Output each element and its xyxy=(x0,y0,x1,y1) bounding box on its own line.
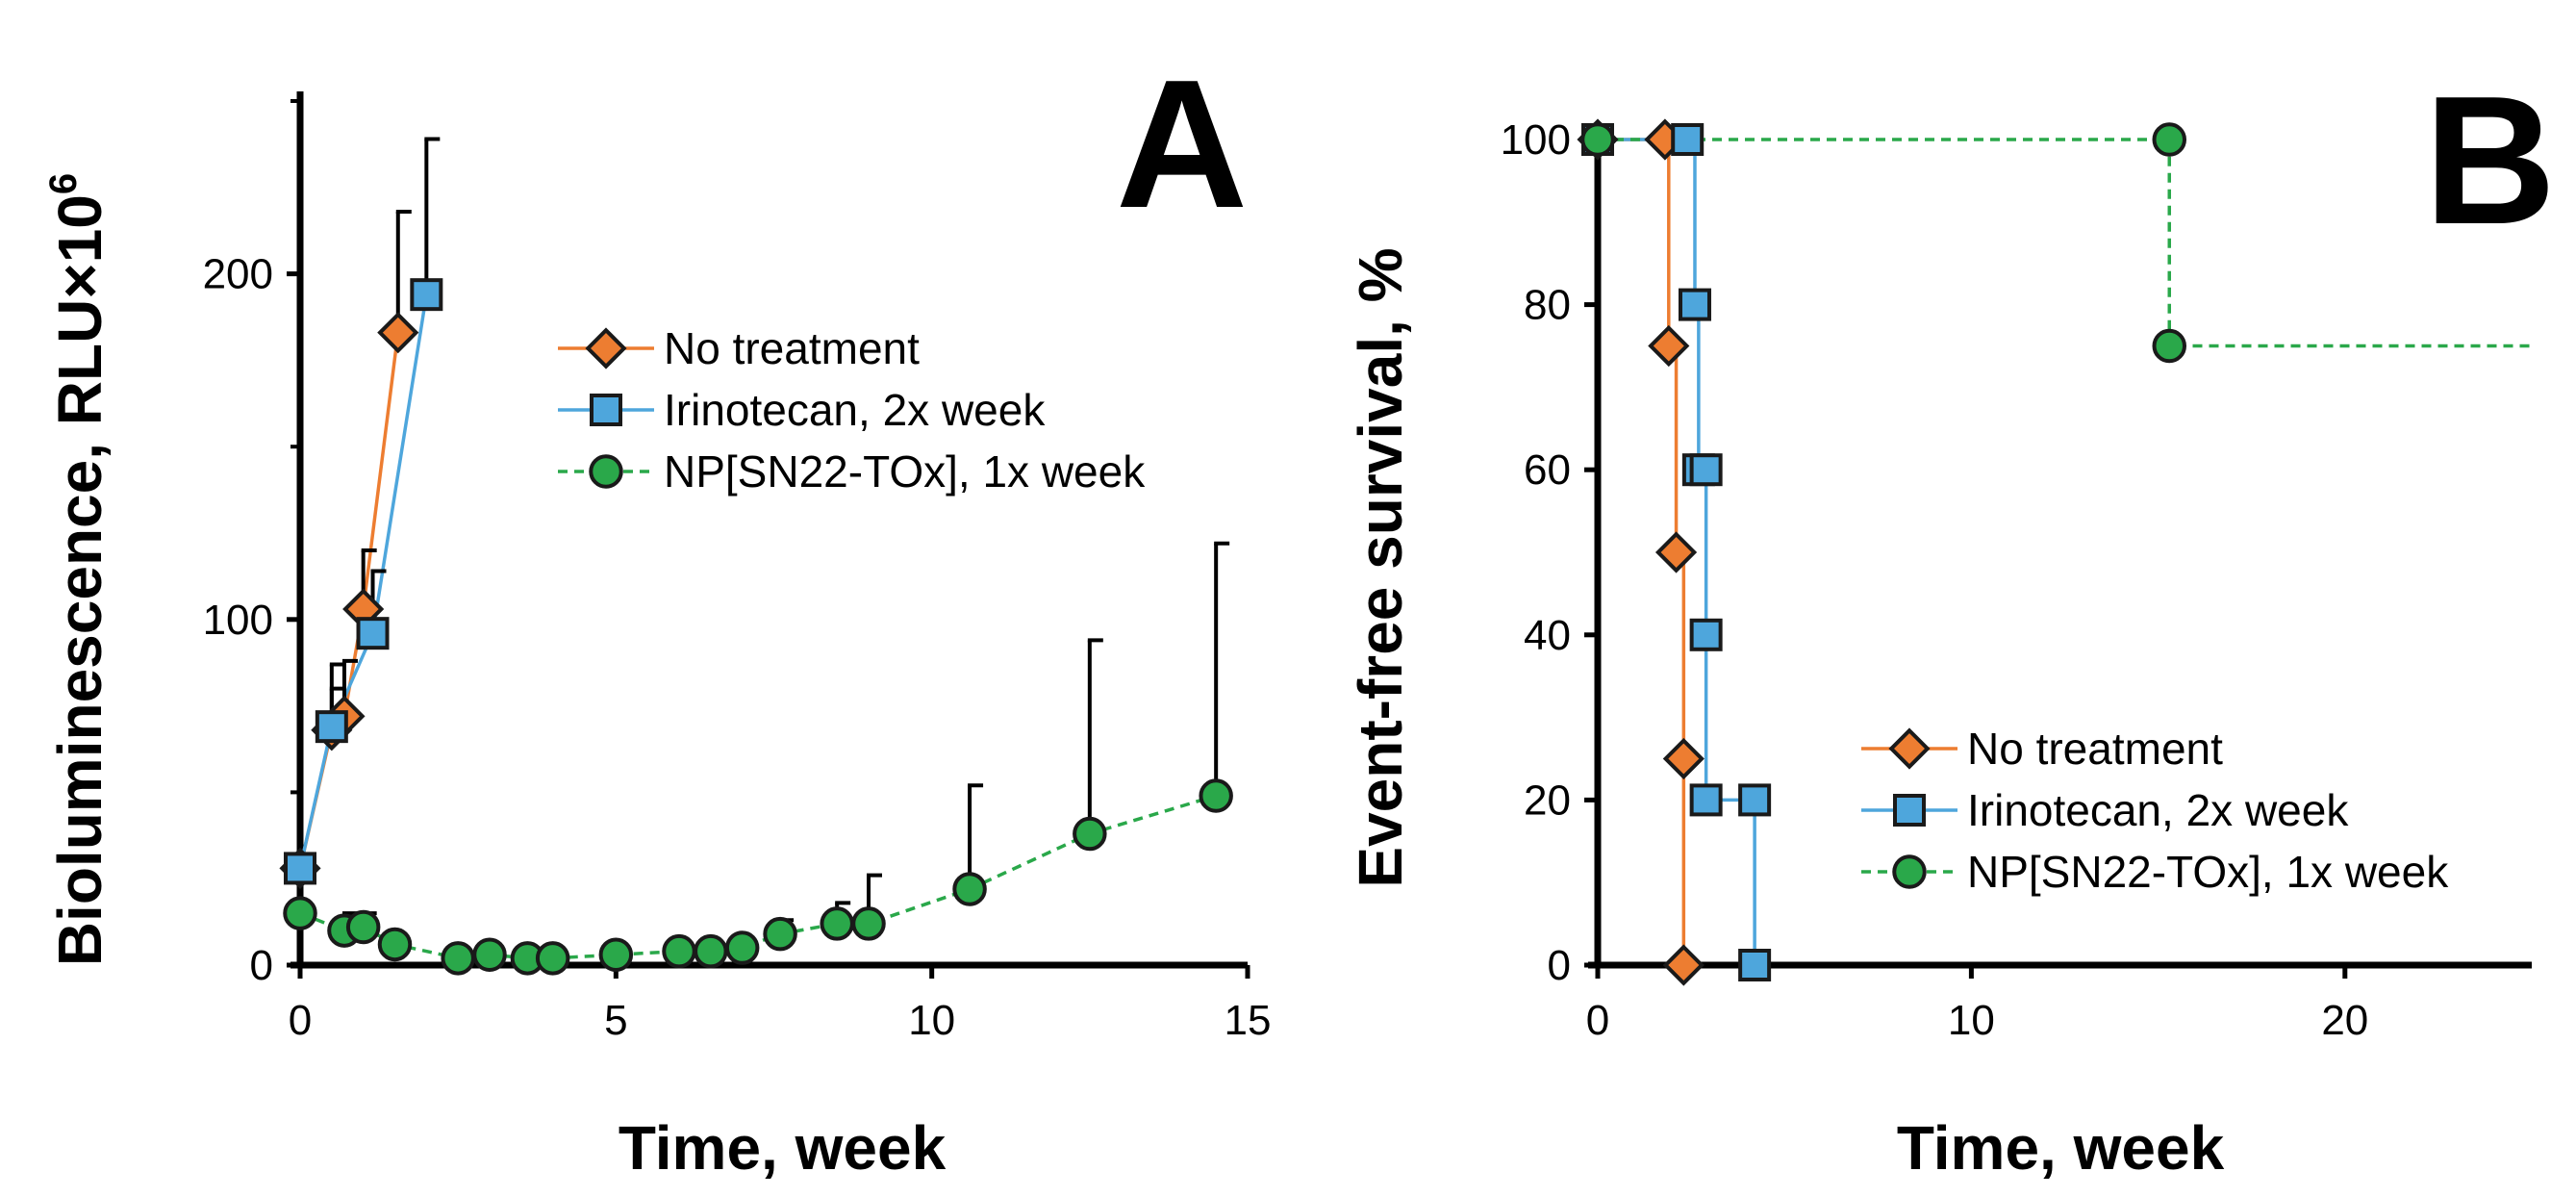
panel-b-y-tick-label: 20 xyxy=(1524,777,1571,824)
panel-b-y-tick-label: 60 xyxy=(1524,446,1571,494)
panel-b-y-tick-label: 80 xyxy=(1524,282,1571,329)
panel-b-series-0-point xyxy=(1648,324,1690,368)
svg-text:Bioluminescence, RLU×106: Bioluminescence, RLU×106 xyxy=(42,173,114,966)
panel-a-series-2-point xyxy=(1199,778,1233,813)
panel-b-series-2-point xyxy=(1580,122,1615,157)
panel-b-series-0-point xyxy=(1654,531,1698,573)
panel-b-legend-label-2: NP[SN22-TOx], 1x week xyxy=(1967,847,2449,897)
panel-a-series-1-point xyxy=(284,852,316,885)
panel-a-series-2-point xyxy=(851,906,886,941)
panel-a-series-2-point xyxy=(763,916,797,952)
panel-a: 0 100 200 0 5 10 15 No treatment Irinotecan, 2x … xyxy=(42,42,1271,1183)
panel-a-y-tick-label: 100 xyxy=(203,597,273,644)
panel-a-series-2-point xyxy=(472,937,507,972)
panel-b-x-axis-title: Time, week xyxy=(1897,1113,2225,1183)
panel-a-series-2-line xyxy=(299,794,1217,960)
panel-a-series-2-point xyxy=(952,872,987,906)
panel-a-y-tick-label: 0 xyxy=(250,942,273,989)
panel-b-series-1-point xyxy=(1689,618,1723,651)
panel-b-y-axis-title: Event-free survival, % xyxy=(1346,247,1415,887)
panel-a-series-0-line xyxy=(298,332,400,869)
panel-b-series-1-point xyxy=(1671,123,1705,156)
panel-a-legend-marker-0 xyxy=(585,327,627,369)
panel-a-x-tick-label: 5 xyxy=(604,997,627,1044)
panel-b-x-tick-label: 20 xyxy=(2321,997,2368,1044)
panel-b-x-tick-label: 0 xyxy=(1586,997,1609,1044)
panel-a-legend-label-2: NP[SN22-TOx], 1x week xyxy=(664,446,1146,497)
panel-a-y-axis-title-text: Bioluminescence, RLU×10 xyxy=(45,194,114,966)
panel-b-series-1-point xyxy=(1678,288,1711,321)
panel-a-series-1-line xyxy=(298,293,429,869)
panel-a-y-axis-title-superscript: 6 xyxy=(42,173,85,194)
panel-a-series-2-point xyxy=(724,930,760,965)
panel-b-series-1-point xyxy=(1689,783,1723,817)
panel-a-series-2-point xyxy=(598,937,634,972)
panel-b-legend-marker-1 xyxy=(1893,794,1926,827)
panel-a-series-2-point xyxy=(662,933,696,969)
panel-b-y-tick-label: 100 xyxy=(1501,116,1571,164)
panel-b: 0 20 40 60 80 100 0 10 20 No treatment Irinotecan,… xyxy=(1346,59,2556,1183)
panel-a-legend-marker-1 xyxy=(590,394,622,426)
panel-a-x-axis-title: Time, week xyxy=(619,1113,947,1183)
panel-a-series-2-point xyxy=(535,941,570,976)
panel-a-series-1-point xyxy=(315,710,348,744)
panel-a-series-2-point xyxy=(283,896,317,930)
panel-a-series-0-point xyxy=(377,312,419,354)
panel-b-y-tick-label: 40 xyxy=(1524,612,1571,659)
panel-b-series-1-point xyxy=(1689,453,1723,487)
panel-a-legend-label-0: No treatment xyxy=(664,323,920,373)
panel-b-series-2-point xyxy=(2152,122,2187,157)
panel-a-series-2-point xyxy=(820,906,854,941)
panel-a-x-tick-label: 15 xyxy=(1225,997,1272,1044)
panel-b-legend-label-1: Irinotecan, 2x week xyxy=(1967,785,2349,835)
panel-a-y-axis-title: Bioluminescence, RLU×106 xyxy=(42,173,114,966)
panel-a-series-2-point xyxy=(345,909,381,945)
panel-a-plot-area: 0 100 200 0 5 10 15 No treatment Irinotecan, 2x … xyxy=(203,91,1272,1044)
panel-a-x-tick-label: 0 xyxy=(289,997,312,1044)
panel-a-x-tick-label: 10 xyxy=(908,997,955,1044)
panel-b-plot-area: 0 20 40 60 80 100 0 10 20 No treatment Irinotecan,… xyxy=(1501,116,2532,1044)
panel-a-series-2-point xyxy=(1073,816,1107,852)
panel-a-letter: A xyxy=(1116,42,1248,246)
panel-b-letter: B xyxy=(2424,59,2556,263)
panel-b-series-0-point xyxy=(1662,944,1705,986)
panel-a-legend-label-1: Irinotecan, 2x week xyxy=(664,385,1046,435)
panel-a-y-tick-label: 200 xyxy=(203,251,273,298)
panel-b-x-tick-label: 10 xyxy=(1948,997,1995,1044)
panel-a-legend-marker-2 xyxy=(589,454,623,489)
panel-b-series-1-point xyxy=(1738,783,1772,817)
panel-b-legend-marker-0 xyxy=(1888,727,1931,770)
panel-b-legend-label-0: No treatment xyxy=(1967,724,2223,774)
panel-b-y-tick-label: 0 xyxy=(1548,942,1571,989)
panel-a-series-2-point xyxy=(441,941,475,976)
panel-b-series-2-line xyxy=(1598,138,2532,348)
panel-b-series-1-point xyxy=(1738,949,1772,981)
panel-b-series-2-point xyxy=(2152,328,2187,364)
panel-b-series-0-point xyxy=(1662,737,1705,780)
panel-a-series-1-point xyxy=(356,617,390,650)
panel-a-series-2-point xyxy=(694,933,728,969)
panel-b-legend-marker-2 xyxy=(1892,854,1927,889)
panel-a-series-2-point xyxy=(377,927,413,962)
panel-a-series-1-point xyxy=(410,278,443,312)
